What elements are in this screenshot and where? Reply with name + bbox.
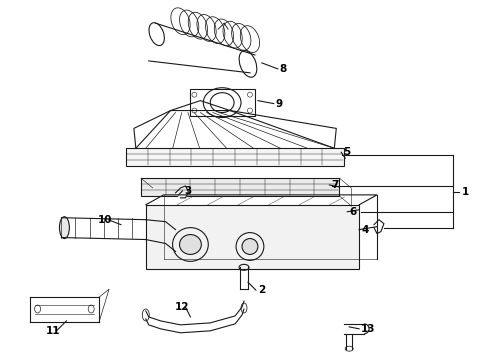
Text: 12: 12 — [174, 302, 189, 312]
Text: 8: 8 — [280, 64, 287, 74]
Ellipse shape — [59, 217, 70, 239]
Bar — [146, 205, 359, 269]
Bar — [191, 89, 255, 117]
Text: 1: 1 — [461, 187, 468, 197]
Ellipse shape — [172, 228, 208, 261]
Polygon shape — [175, 186, 189, 198]
Ellipse shape — [236, 233, 264, 260]
Text: 11: 11 — [46, 326, 60, 336]
Bar — [126, 148, 344, 166]
Text: 3: 3 — [184, 186, 192, 196]
Text: 4: 4 — [361, 225, 368, 235]
Text: 7: 7 — [331, 180, 339, 190]
Text: 10: 10 — [98, 215, 113, 225]
Text: 2: 2 — [258, 285, 265, 295]
Bar — [141, 178, 339, 196]
Text: 5: 5 — [343, 147, 350, 157]
Text: 6: 6 — [349, 207, 356, 217]
Text: 9: 9 — [276, 99, 283, 109]
Text: 13: 13 — [361, 324, 376, 334]
Ellipse shape — [242, 239, 258, 255]
Ellipse shape — [179, 235, 201, 255]
